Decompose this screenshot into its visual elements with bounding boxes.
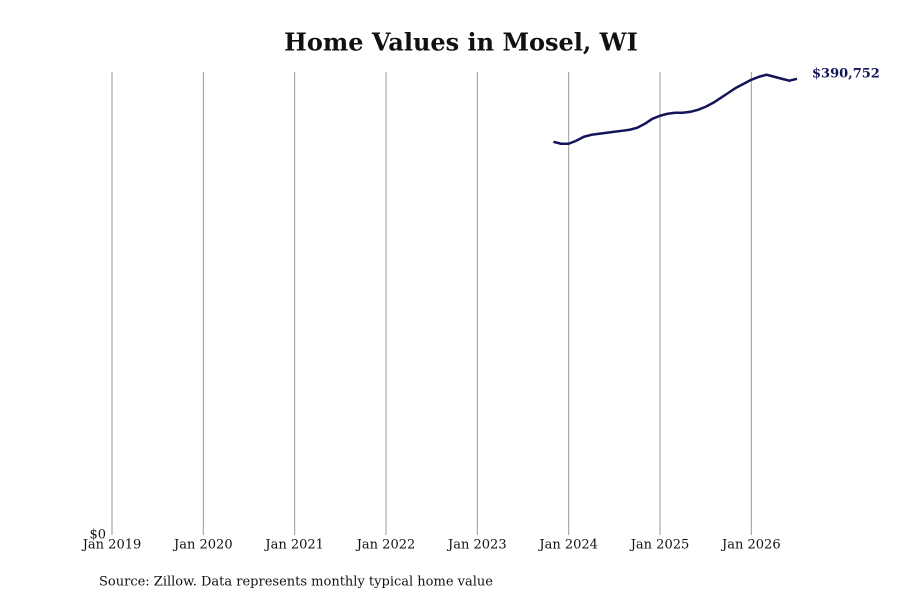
x-tick-label: Jan 2026 — [720, 538, 781, 553]
line-series — [553, 73, 798, 146]
source-note: Source: Zillow. Data represents monthly … — [99, 575, 493, 590]
x-tick-label: Jan 2020 — [172, 538, 233, 553]
x-tick-label: Jan 2023 — [446, 538, 507, 553]
x-tick-label: Jan 2024 — [537, 538, 598, 553]
x-tick-label: Jan 2025 — [629, 538, 690, 553]
chart-title: Home Values in Mosel, WI — [284, 28, 638, 57]
x-tick-label: Jan 2021 — [263, 538, 324, 553]
value-label: $390,752 — [812, 66, 880, 81]
x-tick-label: Jan 2022 — [355, 538, 416, 553]
y-tick-label: $0 — [89, 528, 106, 543]
x-tick-label: Jan 2019 — [81, 538, 142, 553]
